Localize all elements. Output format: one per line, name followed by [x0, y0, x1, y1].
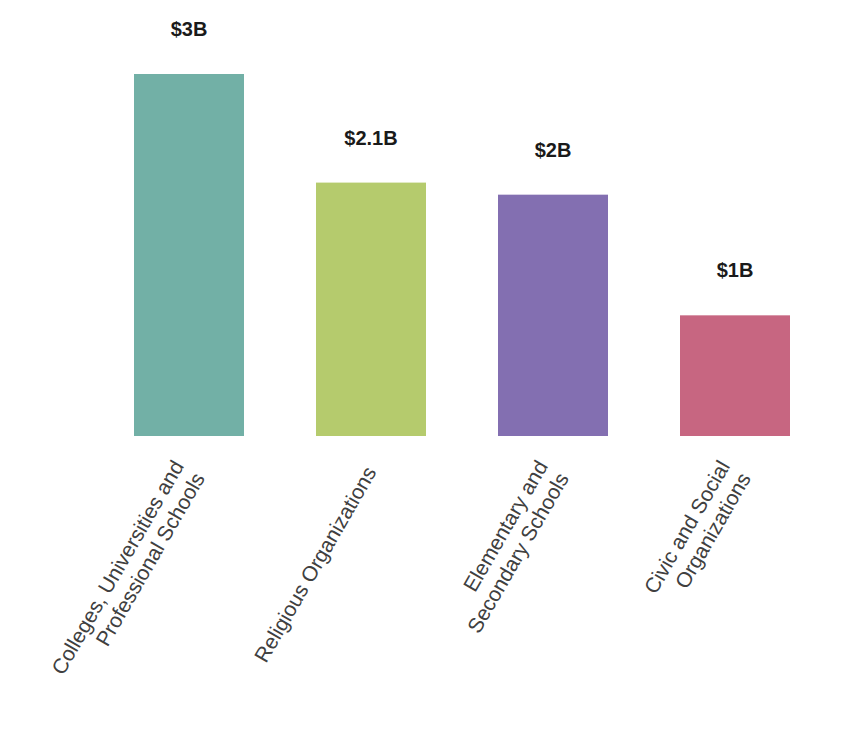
- chart-container: $3B $2.1B $2B $1B Colleges, Universities and…: [0, 0, 841, 750]
- category-label: Civic and SocialOrganizations: [639, 456, 755, 609]
- category-label: Elementary andSecondary Schools: [442, 456, 573, 636]
- bar: [134, 74, 244, 436]
- data-labels: $3B $2.1B $2B $1B: [171, 18, 754, 281]
- category-label-line: Religious Organizations: [250, 463, 381, 667]
- bar: [498, 195, 608, 436]
- bar: [680, 315, 790, 436]
- bars: [134, 74, 790, 436]
- category-label-line: Colleges, Universities and: [47, 456, 188, 678]
- data-label: $2.1B: [344, 127, 397, 149]
- data-label: $2B: [535, 139, 572, 161]
- category-label: Religious Organizations: [250, 463, 381, 667]
- category-label-line: Organizations: [670, 469, 755, 593]
- chart-svg: $3B $2.1B $2B $1B Colleges, Universities and…: [0, 0, 841, 750]
- data-label: $1B: [717, 259, 754, 281]
- category-label-line: Secondary Schools: [463, 469, 573, 637]
- category-labels: Colleges, Universities andProfessional S…: [47, 456, 755, 690]
- data-label: $3B: [171, 18, 208, 40]
- category-label: Colleges, Universities andProfessional S…: [47, 456, 209, 690]
- bar: [316, 183, 426, 436]
- category-label-line: Professional Schools: [91, 469, 209, 650]
